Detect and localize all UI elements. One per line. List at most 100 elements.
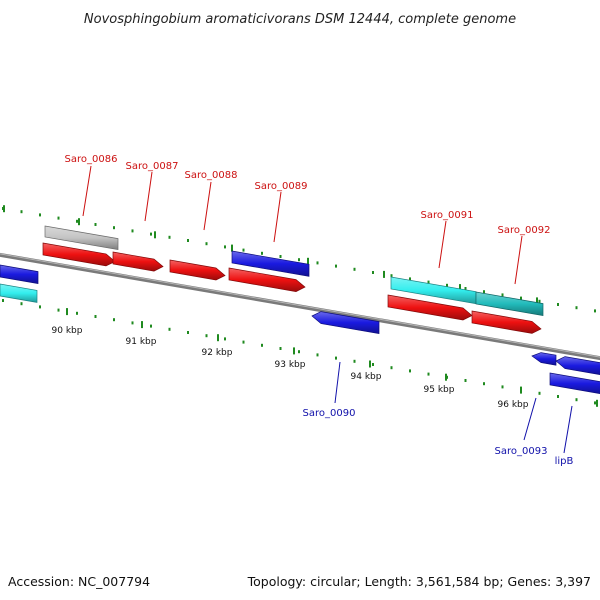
gene-saro-0089-red <box>228 267 306 292</box>
tick-mark <box>168 235 171 239</box>
leader-line <box>563 405 573 454</box>
gene-labels: Saro_0086 Saro_0087 Saro_0088 Saro_0089 Saro… <box>65 154 574 467</box>
tick-mark <box>409 277 411 281</box>
tick-mark <box>464 287 467 290</box>
tick-mark <box>298 350 300 354</box>
tick-mark <box>557 303 559 306</box>
tick-mark <box>205 334 208 338</box>
gene-label: Saro_0090 <box>303 408 356 419</box>
tick-mark <box>57 308 60 312</box>
gene-lipb-upper <box>555 356 600 376</box>
major-tick-mark <box>78 218 80 226</box>
tick-mark <box>39 213 41 217</box>
leader-line <box>82 165 92 217</box>
tick-mark <box>538 299 541 303</box>
tick-mark <box>150 232 152 236</box>
gene-label: Saro_0088 <box>185 170 238 181</box>
gene-label: Saro_0091 <box>421 210 474 221</box>
major-tick-mark <box>66 308 68 316</box>
gene-saro-0087 <box>112 251 164 272</box>
tick-mark <box>446 283 448 287</box>
scale-labels: 90 kbp 91 kbp 92 kbp 93 kbp 94 kbp 95 kbp 96 k… <box>52 326 529 410</box>
tick-mark <box>575 306 578 310</box>
major-tick-mark <box>217 334 219 342</box>
gene-label: Saro_0086 <box>65 154 118 165</box>
scale-label: 91 kbp <box>126 337 157 347</box>
gene-saro-0090 <box>311 311 380 335</box>
gene-saro-0092-red <box>471 310 542 334</box>
tick-mark <box>372 271 374 274</box>
scale-label: 94 kbp <box>351 372 382 382</box>
gene-saro-0093 <box>531 352 557 366</box>
leader-line <box>514 235 523 285</box>
tick-mark <box>261 343 263 347</box>
tick-mark <box>94 223 97 226</box>
map-title: Novosphingobium aromaticivorans DSM 1244… <box>84 12 516 27</box>
gene-blue-left <box>0 264 39 285</box>
scale-label: 95 kbp <box>424 385 455 395</box>
tick-mark <box>316 261 319 265</box>
tick-marks <box>2 205 598 407</box>
tick-mark <box>335 356 337 360</box>
tick-mark <box>335 264 337 268</box>
gene-saro-0091-red <box>387 294 473 321</box>
tick-mark <box>39 305 41 309</box>
tick-mark <box>501 385 504 389</box>
gene-saro-0089-blue <box>231 250 310 277</box>
major-tick-mark <box>154 231 156 239</box>
major-tick-mark <box>383 270 385 278</box>
major-tick-mark <box>536 297 538 305</box>
gene-saro-0092-teal <box>475 291 544 317</box>
tick-mark <box>557 395 559 398</box>
major-tick-mark <box>293 347 295 355</box>
scale-label: 90 kbp <box>52 326 83 336</box>
label-leader-lines <box>82 165 573 454</box>
gene-saro-0086 <box>42 242 116 267</box>
gene-label: Saro_0087 <box>126 161 179 172</box>
tick-mark <box>205 242 208 246</box>
gene-gray-feature <box>44 225 119 251</box>
leader-line <box>523 397 537 441</box>
major-tick-mark <box>231 244 233 252</box>
tick-mark <box>113 226 115 230</box>
gene-label: Saro_0092 <box>498 225 551 236</box>
tick-mark <box>279 255 282 258</box>
leader-line <box>273 191 282 243</box>
topology-summary: Topology: circular; Length: 3,561,584 bp… <box>247 574 591 589</box>
tick-mark <box>131 321 134 325</box>
major-tick-mark <box>307 257 309 265</box>
tick-mark <box>353 267 356 271</box>
tick-mark <box>187 239 189 242</box>
tick-mark <box>501 293 504 297</box>
tick-mark <box>520 296 522 300</box>
scale-label: 93 kbp <box>275 360 306 370</box>
tick-mark <box>2 299 4 302</box>
tick-mark <box>279 347 282 350</box>
tick-mark <box>298 258 300 262</box>
tick-mark <box>538 391 541 395</box>
tick-mark <box>483 382 485 386</box>
major-tick-mark <box>596 399 598 407</box>
tick-mark <box>372 363 374 366</box>
genome-backbone <box>0 252 600 361</box>
tick-mark <box>594 401 596 405</box>
major-tick-mark <box>369 360 371 368</box>
tick-mark <box>150 324 152 328</box>
tick-mark <box>390 366 393 370</box>
tick-mark <box>224 337 226 341</box>
tick-mark <box>409 369 411 373</box>
leader-line <box>203 181 212 231</box>
tick-mark <box>187 331 189 334</box>
tick-mark <box>20 210 23 214</box>
gene-lipb-lower <box>549 372 600 395</box>
tick-mark <box>224 245 226 249</box>
backbone-line <box>0 252 600 361</box>
major-tick-mark <box>445 373 447 381</box>
leader-line <box>334 361 341 404</box>
major-tick-mark <box>141 321 143 329</box>
major-tick-mark <box>520 386 522 394</box>
major-tick-mark <box>459 284 461 292</box>
tick-mark <box>483 290 485 294</box>
accession-text: Accession: NC_007794 <box>8 574 150 589</box>
gene-features <box>0 225 600 395</box>
